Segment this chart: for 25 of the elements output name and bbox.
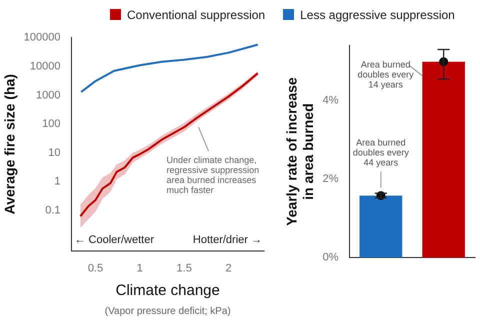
annotation: Area burned doubles every 14 years [358, 60, 414, 90]
y-tick-label: 4% [322, 94, 339, 107]
x-tick-label: 1.5 [176, 262, 192, 274]
x-tick-label: 0.5 [88, 262, 104, 274]
y-tick-label: 2% [322, 173, 339, 186]
x-tick-label: 1 [136, 262, 143, 274]
x-tick-label: 2 [225, 262, 232, 274]
y-tick-label: 10000 [30, 60, 61, 72]
y-tick-label: 0.1 [45, 204, 61, 217]
x-axis-title: Climate change [116, 282, 220, 300]
legend-label: Conventional suppression [126, 8, 266, 22]
y-tick-label: 100 [42, 118, 61, 130]
legend-label: Less aggressive suppression [299, 8, 455, 22]
annotation: Under climate change, regressive suppression area burned increases much faster [166, 155, 260, 196]
y-tick-label: 10 [48, 146, 61, 159]
annotation: Area burned doubles every 44 years [352, 138, 410, 168]
annotation: Hotter/drier → [192, 234, 262, 246]
y-axis-title: Average fire size (ha) [1, 74, 18, 214]
y-tick-label: 1000 [36, 89, 61, 102]
y-tick-label: 1 [54, 176, 61, 188]
y-axis-title: Yearly rate of increase in area burned [283, 77, 316, 226]
annotation: ← Cooler/wetter [74, 234, 154, 246]
y-tick-label: 100000 [24, 32, 61, 44]
y-tick-label: 0% [322, 252, 339, 264]
text: (Vapor pressure deficit; kPa) [104, 306, 231, 317]
